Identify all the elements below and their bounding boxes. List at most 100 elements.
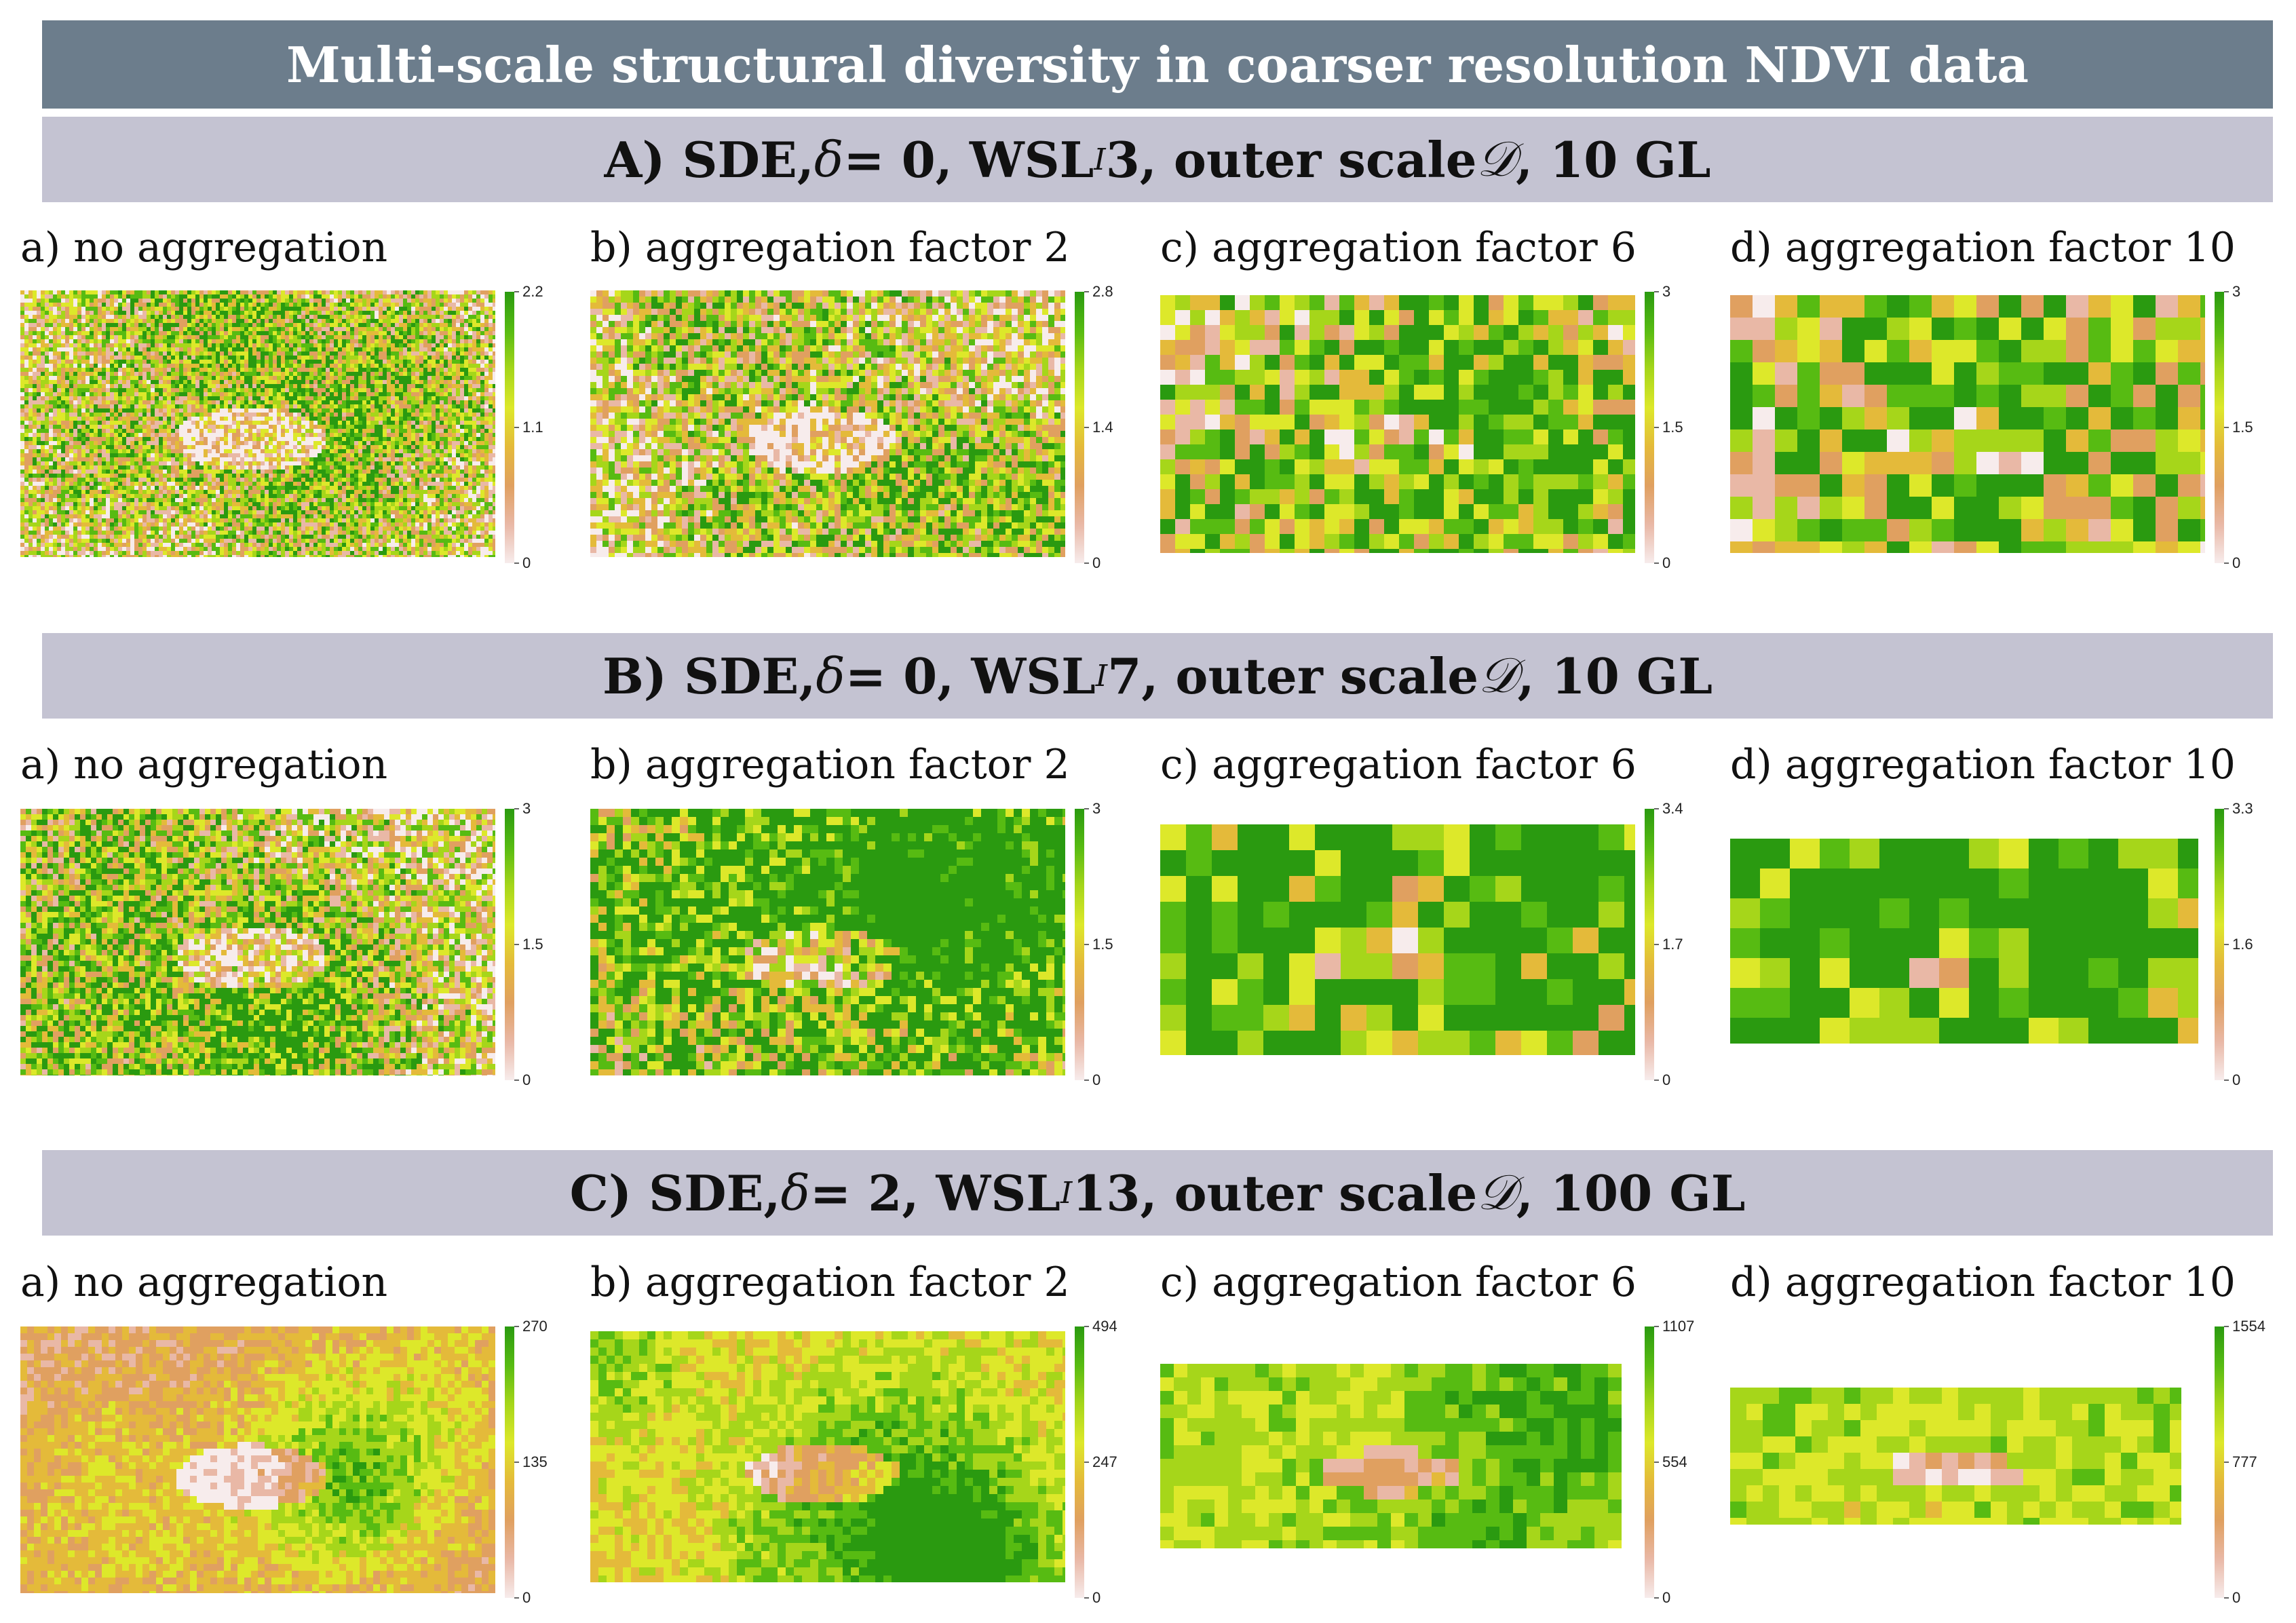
raster-cell — [293, 303, 298, 307]
raster-cell — [195, 319, 200, 324]
raster-cell — [403, 299, 408, 303]
raster-cell — [204, 421, 208, 425]
raster-cell — [440, 372, 444, 377]
raster-cell — [244, 457, 249, 462]
raster-cell — [375, 433, 379, 438]
raster-cell — [309, 319, 314, 324]
raster-cell — [493, 339, 495, 344]
raster-cell — [20, 388, 25, 393]
raster-cell — [476, 421, 481, 425]
raster-cell — [134, 433, 139, 438]
raster-cell — [456, 372, 461, 377]
raster-cell — [69, 364, 74, 368]
raster-cell — [448, 290, 453, 295]
raster-cell — [187, 429, 192, 434]
raster-cell — [102, 433, 107, 438]
raster-cell — [126, 368, 131, 373]
raster-cell — [85, 392, 90, 397]
raster-cell — [297, 392, 302, 397]
raster-cell — [220, 457, 225, 462]
raster-cell — [85, 290, 90, 295]
raster-cell — [191, 453, 196, 458]
raster-cell — [484, 360, 489, 364]
raster-cell — [73, 311, 78, 316]
raster-cell — [28, 364, 33, 368]
raster-cell — [265, 327, 269, 332]
raster-cell — [440, 384, 444, 389]
raster-cell — [77, 400, 82, 405]
raster-cell — [366, 311, 371, 316]
raster-cell — [171, 388, 176, 393]
raster-cell — [493, 429, 495, 434]
raster-cell — [204, 339, 208, 344]
raster-cell — [493, 327, 495, 332]
raster-cell — [297, 335, 302, 340]
raster-cell — [440, 311, 444, 316]
raster-cell — [423, 396, 428, 401]
raster-cell — [297, 368, 302, 373]
raster-cell — [142, 290, 147, 295]
raster-cell — [118, 331, 123, 336]
raster-cell — [77, 429, 82, 434]
raster-cell — [163, 343, 168, 348]
raster-cell — [305, 457, 310, 462]
raster-cell — [342, 388, 347, 393]
raster-cell — [175, 343, 180, 348]
raster-cell — [224, 339, 229, 344]
raster-cell — [163, 388, 168, 393]
raster-cell — [155, 294, 159, 299]
raster-cell — [155, 433, 159, 438]
raster-cell — [281, 327, 286, 332]
raster-cell — [37, 461, 41, 466]
raster-cell — [301, 413, 306, 417]
raster-cell — [138, 290, 143, 295]
raster-cell — [444, 307, 448, 311]
raster-cell — [28, 433, 33, 438]
raster-cell — [350, 331, 355, 336]
raster-cell — [77, 351, 82, 356]
raster-cell — [440, 294, 444, 299]
raster-cell — [265, 290, 269, 295]
raster-cell — [159, 384, 164, 389]
raster-cell — [379, 299, 383, 303]
raster-cell — [33, 408, 37, 413]
raster-cell — [73, 376, 78, 381]
raster-cell — [208, 356, 212, 360]
raster-cell — [33, 327, 37, 332]
raster-cell — [375, 388, 379, 393]
raster-cell — [20, 335, 25, 340]
raster-cell — [427, 449, 432, 454]
raster-cell — [204, 437, 208, 442]
raster-cell — [49, 319, 54, 324]
raster-cell — [273, 319, 278, 324]
raster-cell — [476, 376, 481, 381]
raster-cell — [138, 356, 143, 360]
raster-cell — [281, 356, 286, 360]
raster-cell — [85, 327, 90, 332]
raster-cell — [480, 453, 485, 458]
raster-cell — [252, 384, 257, 389]
raster-cell — [493, 408, 495, 413]
raster-cell — [305, 425, 310, 429]
raster-cell — [147, 425, 151, 429]
raster-cell — [85, 388, 90, 393]
raster-cell — [480, 437, 485, 442]
raster-cell — [90, 392, 94, 397]
raster-cell — [277, 368, 282, 373]
raster-cell — [419, 351, 424, 356]
raster-cell — [342, 323, 347, 328]
raster-cell — [171, 299, 176, 303]
raster-cell — [309, 384, 314, 389]
raster-cell — [375, 380, 379, 385]
raster-cell — [289, 413, 294, 417]
raster-cell — [130, 376, 135, 381]
raster-cell — [248, 372, 253, 377]
raster-cell — [318, 294, 322, 299]
raster-cell — [256, 441, 261, 446]
raster-cell — [138, 441, 143, 446]
raster-cell — [293, 445, 298, 450]
raster-cell — [20, 445, 25, 450]
raster-cell — [366, 425, 371, 429]
raster-cell — [175, 404, 180, 409]
raster-cell — [175, 425, 180, 429]
